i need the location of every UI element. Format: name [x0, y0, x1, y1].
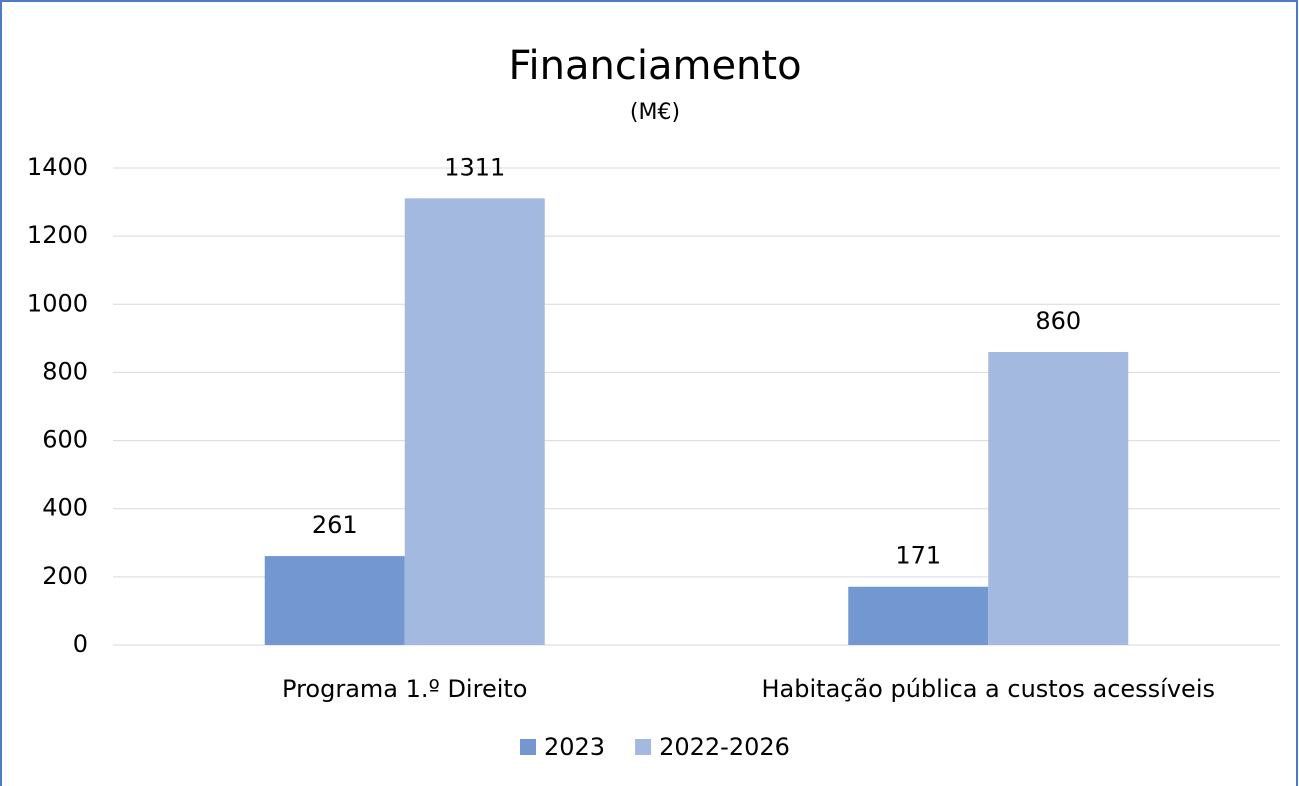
legend-label: 2023 [544, 733, 605, 761]
x-tick-label: Habitação pública a custos acessíveis [762, 675, 1216, 703]
y-tick-label: 0 [73, 630, 88, 658]
chart-subtitle: (M€) [630, 100, 680, 125]
data-label: 171 [895, 542, 941, 570]
y-tick-label: 800 [42, 357, 88, 385]
legend-swatch [635, 739, 652, 755]
bar [264, 556, 405, 645]
chart-title: Financiamento [508, 43, 801, 89]
bar [988, 351, 1129, 645]
bar [848, 586, 989, 645]
y-tick-label: 1000 [27, 289, 88, 317]
data-label: 1311 [444, 153, 505, 181]
data-label: 261 [312, 511, 358, 539]
bar [404, 198, 545, 645]
legend-label: 2022-2026 [659, 733, 790, 761]
y-tick-label: 1400 [27, 153, 88, 181]
legend-swatch [520, 739, 536, 755]
x-tick-label: Programa 1.º Direito [282, 675, 527, 703]
data-label: 860 [1035, 307, 1081, 335]
y-tick-label: 1200 [27, 221, 88, 249]
y-tick-label: 200 [42, 562, 88, 590]
y-tick-label: 400 [42, 494, 88, 522]
y-tick-label: 600 [42, 426, 88, 454]
